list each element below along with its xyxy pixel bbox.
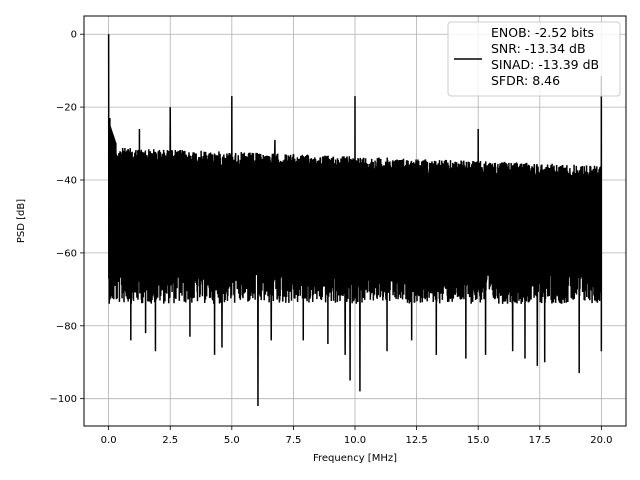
y-tick-label: −80 xyxy=(56,321,77,332)
x-tick-label: 7.5 xyxy=(285,435,301,446)
x-axis: 0.0 2.5 5.0 7.5 10.0 12.5 15.0 17.5 20.0 xyxy=(101,426,612,446)
legend-entry: SINAD: -13.39 dB xyxy=(491,57,599,72)
legend-box xyxy=(447,21,621,97)
legend-entry: ENOB: -2.52 bits xyxy=(491,25,594,40)
x-tick-label: 10.0 xyxy=(344,435,366,446)
x-tick-label: 17.5 xyxy=(529,435,551,446)
x-tick-label: 15.0 xyxy=(467,435,489,446)
x-tick-label: 12.5 xyxy=(405,435,427,446)
y-axis-label: PSD [dB] xyxy=(16,199,27,243)
y-tick-label: −100 xyxy=(50,394,77,405)
y-tick-label: −20 xyxy=(56,103,77,114)
x-axis-label: Frequency [MHz] xyxy=(313,453,397,464)
psd-line xyxy=(107,34,603,406)
legend-entry: SNR: -13.34 dB xyxy=(491,41,586,56)
x-tick-label: 0.0 xyxy=(101,435,117,446)
y-tick-label: 0 xyxy=(71,30,77,41)
y-tick-label: −40 xyxy=(56,176,77,187)
x-tick-label: 20.0 xyxy=(590,435,612,446)
x-tick-label: 5.0 xyxy=(224,435,240,446)
legend-entry: SFDR: 8.46 xyxy=(491,73,560,88)
x-tick-label: 2.5 xyxy=(162,435,178,446)
y-tick-label: −60 xyxy=(56,248,77,259)
y-axis: 0 −20 −40 −60 −80 −100 xyxy=(50,30,84,405)
